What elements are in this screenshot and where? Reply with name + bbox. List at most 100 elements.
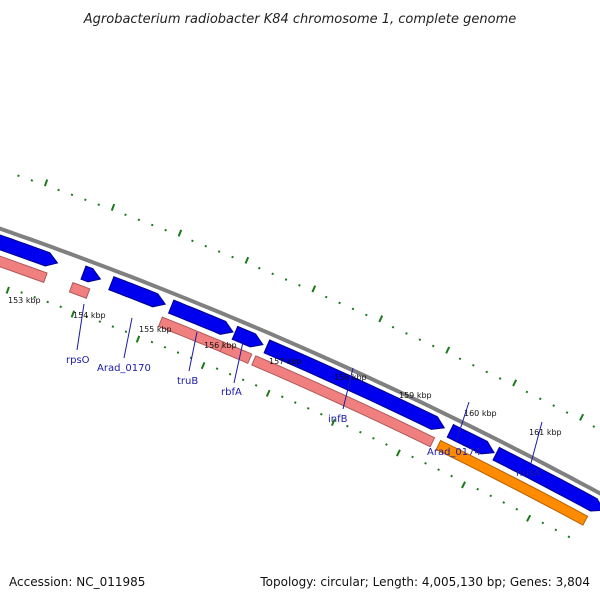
inner-tick <box>437 468 440 472</box>
gene-label-trub[interactable]: truB <box>177 376 198 387</box>
tick-label: 159 kbp <box>399 391 432 400</box>
outer-tick-ring <box>17 174 596 428</box>
gene-label-infb[interactable]: infB <box>328 414 348 425</box>
outer-tick <box>257 266 261 270</box>
inner-tick <box>265 389 271 397</box>
tick-label: 161 kbp <box>529 428 562 437</box>
inner-tick <box>293 401 297 404</box>
outer-tick <box>217 250 221 253</box>
outer-tick <box>271 272 274 276</box>
inner-tick <box>461 481 466 489</box>
tick-label: 153 kbp <box>8 296 41 305</box>
tick-label: 154 kbp <box>73 311 106 320</box>
outer-tick <box>579 413 585 421</box>
outer-tick <box>431 344 435 348</box>
outer-tick <box>525 390 529 394</box>
inner-tick <box>163 345 167 349</box>
gene-leader-line <box>530 421 543 464</box>
gene-leader-line <box>76 303 85 351</box>
outer-tick <box>378 315 384 323</box>
inner-tick <box>124 330 128 334</box>
inner-tick <box>215 367 219 371</box>
cds-arrow <box>108 276 167 308</box>
gene-leader-line <box>233 341 244 384</box>
outer-tick <box>592 425 596 428</box>
inner-tick <box>385 443 388 446</box>
outer-tick <box>472 364 475 367</box>
backbone-arc <box>0 226 600 496</box>
outer-tick <box>351 307 355 311</box>
inner-tick <box>319 412 323 416</box>
gene-label-nusa[interactable]: nusA <box>516 468 541 479</box>
outer-tick <box>405 332 408 335</box>
inner-tick <box>450 474 453 478</box>
outer-tick <box>565 411 569 414</box>
map-title: Agrobacterium radiobacter K84 chromosome… <box>83 12 516 27</box>
gene-label-rpso[interactable]: rpsO <box>66 355 90 366</box>
cds-arrow <box>0 234 59 267</box>
outer-tick <box>244 256 250 264</box>
outer-tick <box>164 228 167 232</box>
inner-tick <box>200 361 206 370</box>
accession-text: Accession: NC_011985 <box>9 575 145 589</box>
outer-tick <box>538 397 542 401</box>
inner-tick <box>189 356 193 360</box>
inner-tick <box>85 315 89 318</box>
inner-tick <box>515 507 519 511</box>
inner-tick <box>70 310 76 318</box>
inner-tick <box>526 514 532 522</box>
gene-leader-line <box>188 331 198 372</box>
outer-tick <box>365 313 368 317</box>
outer-tick <box>30 179 34 182</box>
gene-leader-line <box>123 317 133 359</box>
inner-tick <box>567 535 571 539</box>
gene-label-rbfa[interactable]: rbfA <box>221 387 242 398</box>
outer-tick <box>485 370 489 374</box>
inner-tick <box>228 372 232 376</box>
outer-tick <box>298 284 301 287</box>
outer-tick <box>231 255 234 259</box>
outer-tick <box>338 301 341 305</box>
inner-tick <box>176 351 180 354</box>
outer-tick <box>391 325 395 329</box>
tick-label: 156 kbp <box>204 341 237 350</box>
cds-arrow <box>80 265 102 283</box>
inner-tick <box>330 418 336 427</box>
highlighted-gene-bar <box>435 439 589 526</box>
gene-label-arad_0174[interactable]: Arad_0174 <box>427 447 481 458</box>
inner-tick <box>395 449 401 457</box>
inner-tick-ring <box>5 286 571 539</box>
inner-tick <box>20 291 23 294</box>
feature-track <box>0 234 600 526</box>
gene-label-arad_0170[interactable]: Arad_0170 <box>97 363 151 374</box>
inner-tick <box>502 501 506 504</box>
inner-tick <box>489 494 493 498</box>
gene-labels: rpsO Arad_0170 truB rbfA infB Arad_0174 nusA <box>66 303 543 479</box>
cds-arrow <box>231 325 264 348</box>
genome-summary-text: Topology: circular; Length: 4,005,130 bp… <box>259 575 590 589</box>
inner-tick <box>254 384 258 387</box>
inner-tick <box>98 320 102 323</box>
gene-leader-line <box>342 367 354 410</box>
inner-tick <box>59 305 63 309</box>
outer-tick <box>552 404 555 407</box>
outer-tick <box>191 239 194 243</box>
inner-tick <box>372 436 375 440</box>
outer-tick <box>324 295 328 299</box>
gene-bar <box>0 255 48 284</box>
outer-tick <box>110 203 116 211</box>
inner-tick <box>411 455 414 459</box>
inner-tick <box>150 340 154 344</box>
outer-tick <box>498 377 502 380</box>
outer-tick <box>57 188 60 192</box>
outer-tick <box>97 203 101 206</box>
inner-tick <box>46 300 49 304</box>
inner-tick <box>424 461 427 465</box>
outer-tick <box>418 338 422 342</box>
outer-tick <box>70 193 74 197</box>
outer-tick <box>124 213 127 217</box>
outer-tick <box>177 229 183 237</box>
inner-tick <box>111 325 115 328</box>
